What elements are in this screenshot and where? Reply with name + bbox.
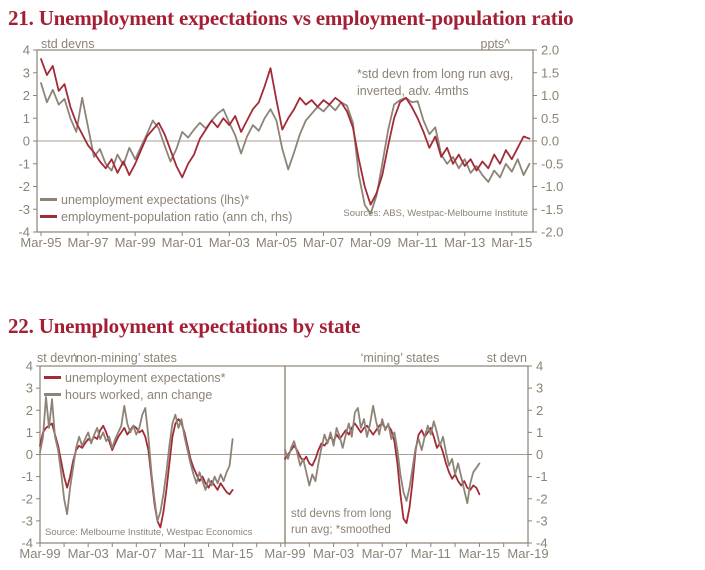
- y-tick-label: -4: [21, 536, 33, 551]
- chart-21-annotation: *std devn from long run avg, inverted, a…: [357, 66, 513, 100]
- legend-item: unemployment expectations*: [44, 369, 226, 386]
- chart-21-canvas: 4 3 2 1 0 -1 -2 -3 -4 2.0 1.5 1.0 0.5 0.0 -0.5 -1.0 -1.5…: [18, 43, 563, 251]
- y-tick-label: 4: [23, 43, 30, 58]
- annotation-line: run avg; *smoothed: [291, 524, 391, 536]
- y-tick-label: -0.5: [541, 156, 563, 171]
- gray-line-swatch: [44, 393, 61, 396]
- legend-label: unemployment expectations*: [65, 370, 226, 385]
- right-axis-unit-label: ppts^: [480, 37, 511, 51]
- chart-21-legend: unemployment expectations (lhs)* employm…: [40, 191, 292, 225]
- chart-21-title: 21. Unemployment expectations vs employm…: [8, 6, 574, 30]
- chart-21-source: Sources: ABS, Westpac-Melbourne Institut…: [343, 208, 528, 219]
- y-tick-label: 1: [23, 111, 30, 126]
- y-tick-label: -1: [536, 469, 548, 484]
- y-tick-label: 0.0: [541, 134, 559, 149]
- y-tick-label: -1: [21, 469, 33, 484]
- series-line-unemployment-expectations: [39, 418, 234, 529]
- chart-22-legend: unemployment expectations* hours worked,…: [44, 369, 226, 403]
- y-tick-label: 2.0: [541, 43, 559, 58]
- y-tick-label: -2: [21, 491, 33, 506]
- x-tick-label: Mar-05: [256, 235, 297, 250]
- x-tick-label: Mar-11: [164, 546, 204, 561]
- annotation-line: *std devn from long run avg,: [357, 67, 514, 81]
- y-tick-label: 1.5: [541, 65, 559, 80]
- legend-label: hours worked, ann change: [65, 387, 213, 402]
- y-tick-label: -3: [18, 202, 30, 217]
- y-tick-label: -3: [536, 513, 548, 528]
- x-tick-label: Mar-03: [209, 235, 250, 250]
- x-tick-label: Mar-99: [115, 235, 156, 250]
- y-tick-label: 2: [536, 403, 543, 418]
- x-tick-label: Mar-11: [398, 235, 438, 250]
- y-tick-label: -2: [536, 491, 548, 506]
- series-line-employment-population-ratio-ann-ch-rhs: [40, 58, 531, 206]
- x-tick-label: Mar-99: [19, 546, 60, 561]
- y-tick-label: 3: [536, 381, 543, 396]
- y-tick-label: 3: [23, 65, 30, 80]
- y-tick-label: -2: [18, 179, 30, 194]
- left-panel-header: ‘non-mining’ states: [73, 351, 177, 365]
- x-tick-label: Mar-13: [444, 235, 485, 250]
- y-tick-label: 1: [536, 425, 543, 440]
- y-tick-label: 4: [536, 359, 543, 374]
- chart-22: 4 3 2 1 0 -1 -2 -3 -4 Mar-99 Mar-03 Mar-07 Mar-11 Mar…: [0, 348, 705, 570]
- y-tick-label: 0.5: [541, 111, 559, 126]
- x-tick-label: Mar-03: [68, 546, 109, 561]
- y-tick-label: 2: [26, 403, 33, 418]
- red-line-swatch: [44, 376, 61, 379]
- x-tick-label: Mar-07: [303, 235, 344, 250]
- y-tick-label: -4: [536, 536, 548, 551]
- x-tick-label: Mar-07: [116, 546, 157, 561]
- x-tick-label: Mar-15: [491, 235, 532, 250]
- annotation-line: inverted, adv. 4mths: [357, 84, 469, 98]
- x-tick-label: Mar-95: [20, 235, 61, 250]
- series-line-hours-worked-ann-change: [284, 404, 481, 505]
- y-tick-label: 1.0: [541, 88, 559, 103]
- y-tick-label: -1: [18, 156, 30, 171]
- annotation-line: std devns from long: [291, 508, 392, 520]
- gray-line-swatch: [40, 198, 57, 201]
- legend-label: employment-population ratio (ann ch, rhs…: [61, 209, 293, 224]
- chart-22-source: Source: Melbourne Institute, Westpac Eco…: [45, 527, 253, 538]
- x-tick-label: Mar-03: [313, 546, 354, 561]
- chart-21: 4 3 2 1 0 -1 -2 -3 -4 2.0 1.5 1.0 0.5 0.0 -0.5 -1.0 -1.5…: [0, 37, 705, 265]
- y-tick-label: 3: [26, 381, 33, 396]
- chart-22-title: 22. Unemployment expectations by state: [8, 314, 361, 338]
- left-axis-unit-label: st devn: [37, 351, 78, 365]
- x-tick-label: Mar-11: [411, 546, 451, 561]
- y-tick-label: -3: [21, 513, 33, 528]
- y-tick-label: -2.0: [541, 225, 563, 240]
- legend-item: hours worked, ann change: [44, 386, 226, 403]
- left-axis-unit-label: std devns: [41, 37, 95, 51]
- x-tick-label: Mar-01: [162, 235, 203, 250]
- x-tick-label: Mar-07: [362, 546, 403, 561]
- right-axis-unit-label: st devn: [486, 351, 527, 365]
- series-line-hours-worked-ann-change: [39, 396, 234, 522]
- x-tick-label: Mar-15: [459, 546, 500, 561]
- chart-22-annotation: std devns from long run avg; *smoothed: [291, 506, 391, 538]
- y-tick-label: -1.5: [541, 202, 563, 217]
- x-tick-label: Mar-09: [350, 235, 391, 250]
- red-line-swatch: [40, 215, 57, 218]
- y-tick-label: 4: [26, 359, 33, 374]
- y-tick-label: -1.0: [541, 179, 563, 194]
- legend-item: unemployment expectations (lhs)*: [40, 191, 292, 208]
- x-tick-label: Mar-15: [212, 546, 253, 561]
- y-tick-label: 0: [536, 447, 543, 462]
- y-tick-label: -4: [18, 225, 30, 240]
- x-tick-label: Mar-19: [507, 546, 548, 561]
- legend-item: employment-population ratio (ann ch, rhs…: [40, 208, 292, 225]
- y-tick-label: 0: [23, 134, 30, 149]
- legend-label: unemployment expectations (lhs)*: [61, 192, 250, 207]
- x-tick-label: Mar-97: [67, 235, 108, 250]
- y-tick-label: 0: [26, 447, 33, 462]
- y-tick-label: 1: [26, 425, 33, 440]
- right-panel-header: ‘mining’ states: [360, 351, 440, 365]
- x-tick-label: Mar-99: [264, 546, 305, 561]
- y-tick-label: 2: [23, 88, 30, 103]
